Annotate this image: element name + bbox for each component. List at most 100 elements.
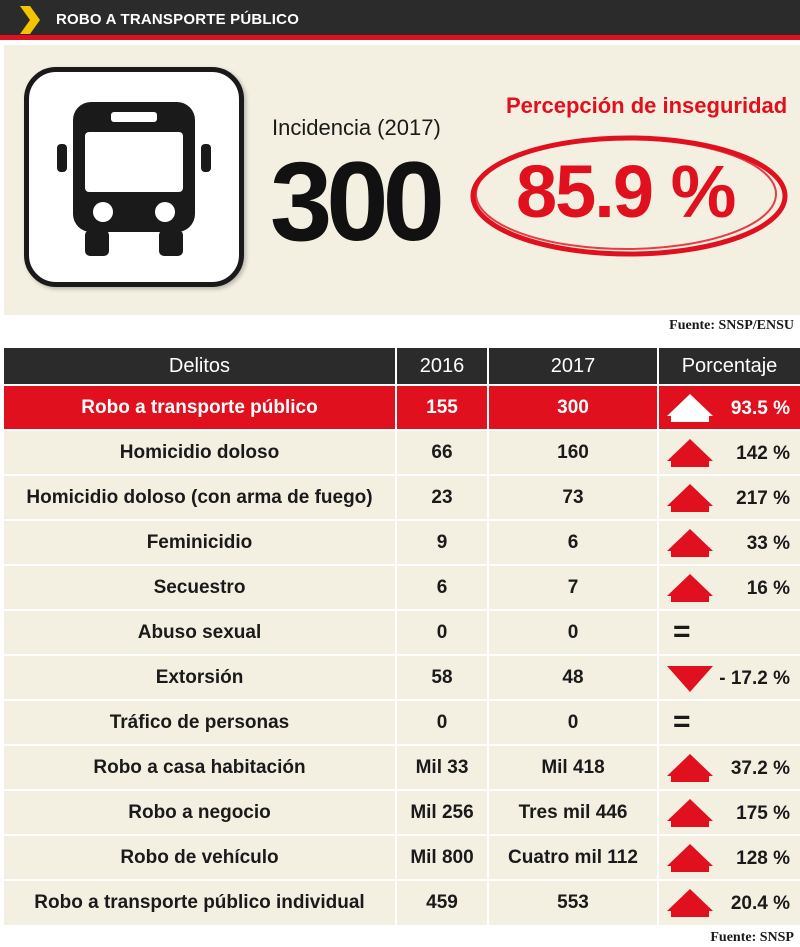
table-row: Abuso sexual 0 0 =: [4, 609, 800, 655]
percentage-value: 217 %: [736, 488, 790, 509]
table-header-row: Delitos 2016 2017 Porcentaje: [4, 348, 800, 385]
source-top: Fuente: SNSP/ENSU: [669, 318, 794, 333]
red-oval-icon: [470, 135, 788, 257]
percentage-cell: =: [658, 609, 800, 655]
crime-cell: Homicidio doloso: [4, 429, 397, 475]
incidence-label: Incidencia (2017): [272, 115, 441, 140]
table-row: Robo de vehículo Mil 800 Cuatro mil 112 128…: [4, 834, 800, 880]
incidence-value: 300: [270, 139, 445, 264]
perception-label: Percepción de inseguridad: [506, 93, 788, 118]
crime-cell: Robo a casa habitación: [4, 744, 397, 790]
value-2016-cell: 0: [396, 609, 489, 655]
table-row: Feminicidio 9 6 33 %: [4, 519, 800, 565]
equal-sign: =: [673, 615, 691, 648]
col-header-percentage: Porcentaje: [658, 348, 800, 385]
value-2016-cell: 9: [396, 519, 489, 565]
value-2016-cell: Mil 800: [396, 834, 489, 880]
value-2016-cell: 459: [396, 879, 489, 925]
percentage-cell: 128 %: [658, 834, 800, 880]
value-2017-cell: 48: [488, 654, 659, 700]
percentage-value: 20.4 %: [730, 893, 790, 914]
value-2016-cell: 0: [396, 699, 489, 745]
arrow-up-icon: [667, 439, 713, 467]
value-2017-cell: 300: [488, 384, 659, 430]
percentage-cell: 93.5 %: [658, 384, 800, 430]
perception-value: 85.9 %: [516, 150, 736, 233]
table-row: Robo a negocio Mil 256 Tres mil 446 175 %: [4, 789, 800, 835]
value-2017-cell: Cuatro mil 112: [488, 834, 659, 880]
table-row: Homicidio doloso (con arma de fuego) 23 73…: [4, 474, 800, 520]
source-bottom: Fuente: SNSP: [710, 930, 794, 945]
arrow-up-icon: [667, 754, 713, 782]
table-row: Robo a casa habitación Mil 33 Mil 418 37.2 …: [4, 744, 800, 790]
percentage-value: 175 %: [736, 803, 790, 824]
value-2017-cell: 160: [488, 429, 659, 475]
crime-cell: Robo a transporte público: [4, 384, 397, 430]
percentage-cell: =: [658, 699, 800, 745]
arrow-up-icon: [667, 484, 713, 512]
value-2016-cell: 66: [396, 429, 489, 475]
value-2016-cell: 6: [396, 564, 489, 610]
crimes-table: Delitos 2016 2017 Porcentaje Robo a tran…: [4, 348, 800, 925]
table-row: Tráfico de personas 0 0 =: [4, 699, 800, 745]
arrow-up-icon: [667, 529, 713, 557]
percentage-cell: - 17.2 %: [658, 654, 800, 700]
arrow-up-icon: [667, 844, 713, 872]
bus-icon: [57, 102, 211, 256]
equal-sign: =: [673, 705, 691, 738]
arrow-down-icon: [667, 666, 713, 692]
percentage-value: 128 %: [736, 848, 790, 869]
header-bar: ROBO A TRANSPORTE PÚBLICO: [0, 0, 800, 40]
arrow-up-icon: [667, 574, 713, 602]
table-row: Extorsión 58 48 - 17.2 %: [4, 654, 800, 700]
percentage-cell: 142 %: [658, 429, 800, 475]
arrow-up-icon: [667, 889, 713, 917]
percentage-value: 37.2 %: [730, 758, 790, 779]
value-2016-cell: 23: [396, 474, 489, 520]
table-row: Secuestro 6 7 16 %: [4, 564, 800, 610]
crime-cell: Tráfico de personas: [4, 699, 397, 745]
value-2017-cell: 6: [488, 519, 659, 565]
header-title: ROBO A TRANSPORTE PÚBLICO: [56, 11, 300, 28]
chevron-right-icon: [20, 6, 40, 34]
col-header-crimes: Delitos: [4, 348, 397, 385]
percentage-value: 16 %: [746, 578, 790, 599]
value-2017-cell: Mil 418: [488, 744, 659, 790]
percentage-value: 93.5 %: [730, 398, 790, 419]
arrow-up-icon: [667, 394, 713, 422]
percentage-value: 142 %: [736, 443, 790, 464]
percentage-cell: 37.2 %: [658, 744, 800, 790]
col-header-2017: 2017: [488, 348, 659, 385]
value-2017-cell: 553: [488, 879, 659, 925]
crime-cell: Secuestro: [4, 564, 397, 610]
value-2017-cell: Tres mil 446: [488, 789, 659, 835]
percentage-value: - 17.2 %: [719, 668, 790, 689]
crime-cell: Robo a transporte público individual: [4, 879, 397, 925]
crime-cell: Robo de vehículo: [4, 834, 397, 880]
value-2016-cell: Mil 33: [396, 744, 489, 790]
value-2017-cell: 0: [488, 609, 659, 655]
table-row: Robo a transporte público 155 300 93.5 %: [4, 384, 800, 430]
value-2016-cell: 155: [396, 384, 489, 430]
value-2017-cell: 0: [488, 699, 659, 745]
table-row: Homicidio doloso 66 160 142 %: [4, 429, 800, 475]
percentage-cell: 33 %: [658, 519, 800, 565]
percentage-cell: 217 %: [658, 474, 800, 520]
hero-panel: Incidencia (2017) 300 Percepción de inse…: [4, 45, 800, 315]
crime-cell: Feminicidio: [4, 519, 397, 565]
crime-cell: Extorsión: [4, 654, 397, 700]
crime-cell: Robo a negocio: [4, 789, 397, 835]
col-header-2016: 2016: [396, 348, 489, 385]
value-2017-cell: 73: [488, 474, 659, 520]
percentage-cell: 175 %: [658, 789, 800, 835]
value-2017-cell: 7: [488, 564, 659, 610]
value-2016-cell: 58: [396, 654, 489, 700]
table-row: Robo a transporte público individual 459 5…: [4, 879, 800, 925]
bus-icon-tile: [24, 67, 244, 287]
value-2016-cell: Mil 256: [396, 789, 489, 835]
percentage-cell: 16 %: [658, 564, 800, 610]
crime-cell: Abuso sexual: [4, 609, 397, 655]
percentage-value: 33 %: [746, 533, 790, 554]
percentage-cell: 20.4 %: [658, 879, 800, 925]
crime-cell: Homicidio doloso (con arma de fuego): [4, 474, 397, 520]
